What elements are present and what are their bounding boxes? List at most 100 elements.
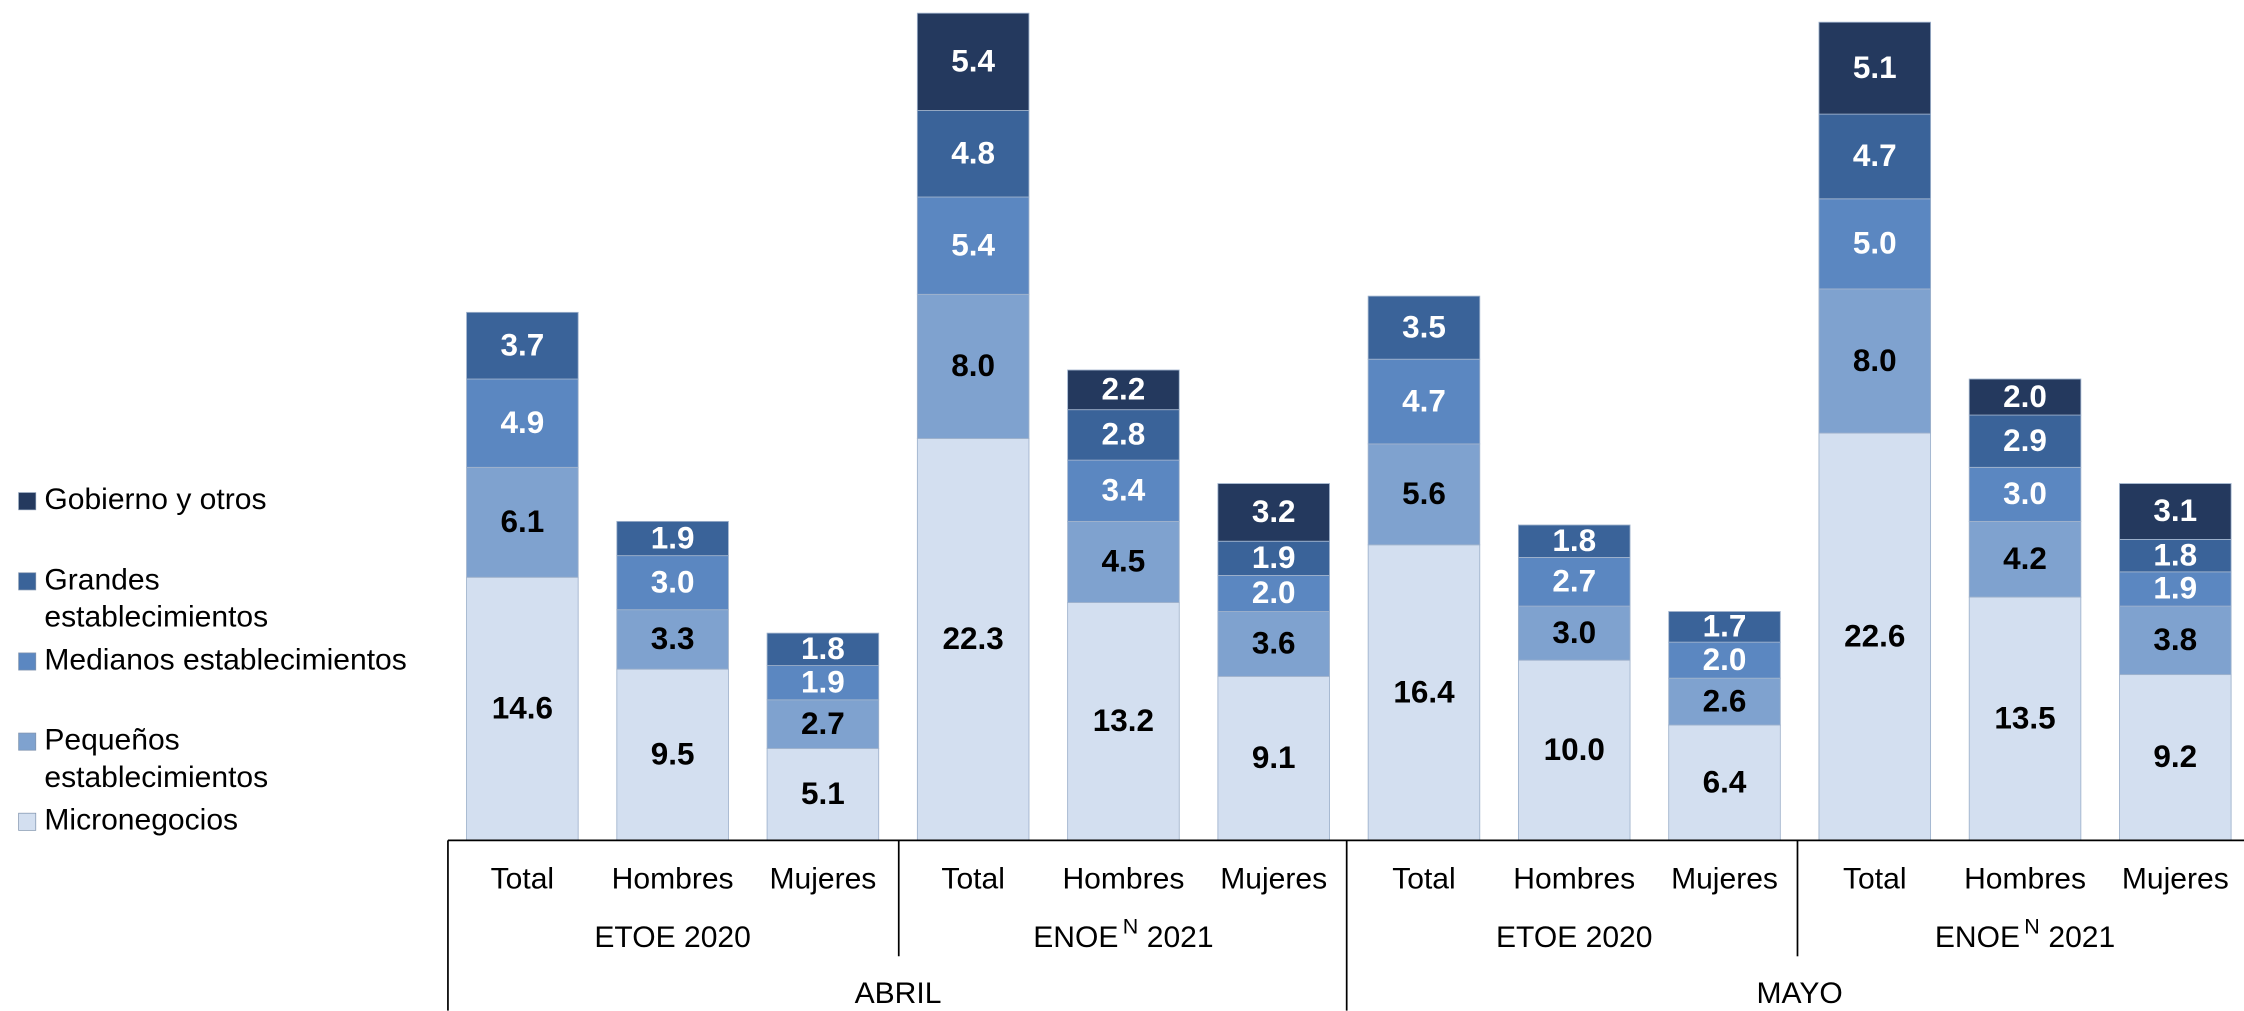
group-label: ETOE 2020 <box>594 921 750 954</box>
data-label: 2.0 <box>1703 642 1747 677</box>
data-label: 3.3 <box>651 621 695 656</box>
bar-segment <box>2119 538 2232 573</box>
data-label: 8.0 <box>951 348 995 383</box>
legend-label: Grandes establecimientos <box>44 563 268 633</box>
data-label: 9.1 <box>1252 740 1296 775</box>
data-label: 9.5 <box>651 737 695 772</box>
bar-segment <box>1067 520 1180 603</box>
bar-segment <box>1217 611 1330 677</box>
data-label: 16.4 <box>1393 674 1455 709</box>
data-label: 2.0 <box>2003 379 2047 414</box>
bar-segment <box>1818 288 1932 434</box>
bar-segment <box>1067 409 1180 461</box>
legend-label-line: establecimientos <box>44 761 268 794</box>
data-label: 22.3 <box>943 621 1004 656</box>
data-label: 4.2 <box>2003 541 2047 576</box>
data-label: 3.6 <box>1252 626 1296 661</box>
bar-segment <box>1968 520 2082 598</box>
data-label: 2.8 <box>1102 417 1146 452</box>
bar-segment <box>1067 459 1180 522</box>
bar-segment <box>1517 557 1631 607</box>
data-label: 1.8 <box>2153 537 2197 572</box>
bar-segment <box>1968 378 2082 416</box>
legend-label-line: Pequeños <box>44 724 179 757</box>
data-label: 5.1 <box>1853 50 1897 85</box>
legend-label-line: establecimientos <box>44 600 268 633</box>
bar-segment <box>1668 724 1781 841</box>
bar-segment <box>1367 443 1481 546</box>
data-label: 3.0 <box>651 564 695 599</box>
x-tick-label: Total <box>1392 862 1455 895</box>
bar-segment <box>466 311 579 380</box>
data-label: 4.8 <box>951 136 995 171</box>
legend-swatch <box>18 812 37 831</box>
data-label: 4.7 <box>1402 383 1446 418</box>
data-label: 5.1 <box>801 776 845 811</box>
legend-swatch <box>18 572 37 591</box>
data-label: 2.7 <box>801 706 845 741</box>
bar-segment <box>616 609 729 670</box>
data-label: 2.9 <box>2003 423 2047 458</box>
data-label: 14.6 <box>492 691 553 726</box>
data-label: 1.7 <box>1703 609 1747 644</box>
group-label-part: N <box>2024 914 2040 938</box>
bar-segment <box>1217 675 1330 841</box>
x-tick-label: Mujeres <box>769 862 876 895</box>
legend-label: Pequeños establecimientos <box>44 724 268 794</box>
bar-segment <box>916 438 1030 841</box>
x-tick-label: Hombres <box>1513 862 1635 895</box>
bar-segment <box>1217 575 1330 612</box>
bar-segment <box>766 632 880 667</box>
bar-segment <box>1968 466 2082 522</box>
group-label-part: ENOE <box>1935 921 2020 954</box>
data-label: 10.0 <box>1544 732 1605 767</box>
group-label: ETOE 2020 <box>1496 921 1652 954</box>
month-label: ABRIL <box>855 977 942 1010</box>
bar-segment <box>1367 295 1481 360</box>
data-label: 3.7 <box>500 327 544 362</box>
legend-swatch <box>18 732 37 751</box>
bar-segment <box>616 668 729 841</box>
legend: Micronegocios Pequeños establecimientos Med… <box>18 483 407 837</box>
bar-segment <box>1668 641 1781 679</box>
data-label: 6.4 <box>1703 764 1747 799</box>
data-label: 4.5 <box>1102 544 1146 579</box>
data-label: 4.7 <box>1853 138 1897 173</box>
bars: 14.66.14.93.79.53.33.01.95.12.71.91.8 22.… <box>466 12 2232 841</box>
bar-segment <box>1217 540 1330 576</box>
x-tick-label: Total <box>941 862 1004 895</box>
data-label: 1.9 <box>651 520 695 555</box>
data-label: 1.9 <box>1252 540 1296 575</box>
category-axis: Total Hombres Mujeres Total Hombres Mujeres To… <box>447 839 2244 1011</box>
data-label: 6.1 <box>500 504 544 539</box>
bar-segment <box>1968 596 2082 841</box>
data-label: 5.6 <box>1402 476 1446 511</box>
bar-segment <box>1818 198 1932 290</box>
month-label: MAYO <box>1757 977 1843 1010</box>
bar-segment <box>1067 369 1180 411</box>
group-label-part: 2021 <box>1147 921 1214 954</box>
legend-label-line: Grandes <box>44 563 159 596</box>
bar-segment <box>2119 674 2232 841</box>
legend-label: Medianos establecimientos <box>44 643 406 676</box>
data-label: 13.2 <box>1093 703 1154 738</box>
data-label: 8.0 <box>1853 343 1897 378</box>
data-label: 3.0 <box>2003 476 2047 511</box>
bar-segment <box>2119 483 2232 540</box>
data-label: 3.5 <box>1402 309 1446 344</box>
bar-segment <box>1668 677 1781 726</box>
legend-swatch <box>18 652 37 671</box>
data-label: 3.1 <box>2153 493 2197 528</box>
data-label: 3.4 <box>1102 473 1146 508</box>
bar-segment <box>2119 571 2232 607</box>
data-label: 5.0 <box>1853 226 1897 261</box>
data-label: 2.7 <box>1552 564 1596 599</box>
group-label: ENOE N 2021 <box>1033 914 1213 954</box>
data-label: 9.2 <box>2153 739 2197 774</box>
data-label: 2.2 <box>1102 372 1146 407</box>
bar-segment <box>1517 605 1631 661</box>
bar-segment <box>1067 602 1180 841</box>
bar-segment <box>766 665 880 701</box>
x-tick-label: Hombres <box>612 862 734 895</box>
